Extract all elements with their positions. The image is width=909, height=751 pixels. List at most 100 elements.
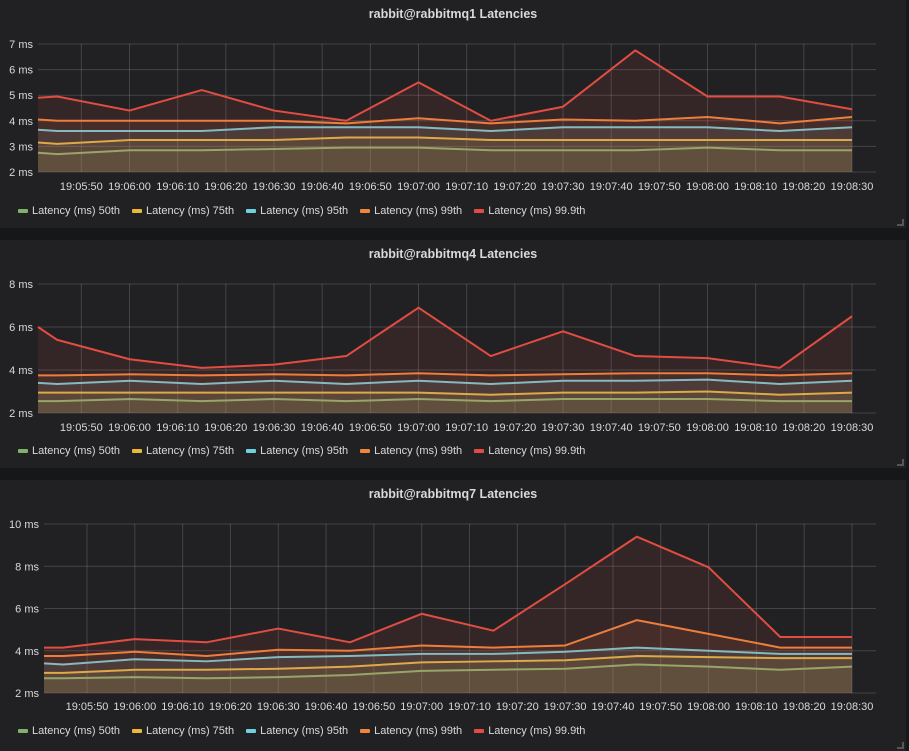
legend-label: Latency (ms) 99.9th bbox=[488, 725, 586, 737]
x-tick-label: 19:08:20 bbox=[782, 422, 825, 434]
series-area bbox=[44, 647, 852, 693]
legend-item[interactable]: Latency (ms) 50th bbox=[18, 445, 120, 457]
legend-item[interactable]: Latency (ms) 75th bbox=[132, 445, 234, 457]
legend-item[interactable]: Latency (ms) 99th bbox=[360, 445, 462, 457]
legend-item[interactable]: Latency (ms) 99.9th bbox=[474, 205, 585, 217]
legend-item[interactable]: Latency (ms) 99th bbox=[360, 205, 462, 217]
resize-handle-icon[interactable] bbox=[897, 459, 904, 466]
graph-panel[interactable]: rabbit@rabbitmq1 Latencies 2 ms 3 ms 4 ms 5 … bbox=[0, 0, 906, 228]
legend: Latency (ms) 50th Latency (ms) 75th Latenc… bbox=[18, 725, 585, 737]
legend-label: Latency (ms) 99.9th bbox=[488, 205, 586, 217]
legend-item[interactable]: Latency (ms) 99.9th bbox=[474, 725, 585, 737]
x-tick-label: 19:07:30 bbox=[544, 701, 587, 713]
series-area bbox=[38, 373, 852, 413]
resize-handle-icon[interactable] bbox=[897, 742, 904, 749]
x-tick-label: 19:06:00 bbox=[113, 701, 156, 713]
legend-item[interactable]: Latency (ms) 99th bbox=[360, 725, 462, 737]
y-tick-label: 6 ms bbox=[9, 322, 33, 334]
y-tick-label: 2 ms bbox=[9, 167, 33, 179]
x-tick-label: 19:06:40 bbox=[301, 422, 344, 434]
legend-item[interactable]: Latency (ms) 50th bbox=[18, 205, 120, 217]
legend-swatch-icon bbox=[360, 729, 371, 733]
legend-swatch-icon bbox=[132, 729, 143, 733]
legend-item[interactable]: Latency (ms) 50th bbox=[18, 725, 120, 737]
x-tick-label: 19:06:40 bbox=[301, 181, 344, 193]
panel-title[interactable]: rabbit@rabbitmq4 Latencies bbox=[368, 247, 538, 261]
y-tick-label: 8 ms bbox=[9, 279, 33, 291]
y-tick-label: 6 ms bbox=[9, 65, 33, 77]
x-tick-label: 19:07:00 bbox=[397, 422, 440, 434]
legend-label: Latency (ms) 95th bbox=[260, 725, 349, 737]
x-tick-label: 19:08:30 bbox=[831, 422, 874, 434]
legend-swatch-icon bbox=[132, 449, 143, 453]
x-tick-label: 19:07:00 bbox=[400, 701, 443, 713]
x-tick-label: 19:06:50 bbox=[352, 701, 395, 713]
x-tick-label: 19:06:10 bbox=[156, 422, 199, 434]
legend-label: Latency (ms) 75th bbox=[146, 445, 235, 457]
x-tick-label: 19:06:30 bbox=[253, 422, 296, 434]
x-tick-label: 19:05:50 bbox=[60, 422, 103, 434]
x-tick-label: 19:08:20 bbox=[782, 181, 825, 193]
x-tick-label: 19:06:00 bbox=[108, 422, 151, 434]
graph-panel[interactable]: rabbit@rabbitmq4 Latencies 2 ms 4 ms 6 ms 8 … bbox=[0, 240, 906, 468]
x-tick-label: 19:07:10 bbox=[445, 422, 488, 434]
y-tick-label: 7 ms bbox=[9, 39, 33, 51]
x-tick-label: 19:08:00 bbox=[687, 701, 730, 713]
series-area bbox=[38, 307, 852, 413]
y-tick-label: 4 ms bbox=[9, 365, 33, 377]
chart-svg: 2 ms 4 ms 6 ms 8 ms 19:05:50 19:06:00 19:06:10… bbox=[9, 279, 876, 434]
x-tick-label: 19:05:50 bbox=[66, 701, 109, 713]
series-area bbox=[38, 116, 852, 172]
legend-label: Latency (ms) 99.9th bbox=[488, 445, 586, 457]
legend-label: Latency (ms) 50th bbox=[32, 445, 121, 457]
legend-label: Latency (ms) 99th bbox=[374, 205, 463, 217]
legend-swatch-icon bbox=[474, 449, 485, 453]
x-tick-label: 19:05:50 bbox=[60, 181, 103, 193]
series-area bbox=[38, 391, 852, 413]
legend-item[interactable]: Latency (ms) 95th bbox=[246, 725, 348, 737]
series-area bbox=[44, 536, 852, 693]
legend-swatch-icon bbox=[246, 729, 257, 733]
x-tick-label: 19:06:50 bbox=[349, 181, 392, 193]
x-tick-label: 19:07:10 bbox=[445, 181, 488, 193]
x-tick-label: 19:08:30 bbox=[831, 701, 874, 713]
panel-title[interactable]: rabbit@rabbitmq1 Latencies bbox=[368, 7, 538, 21]
legend-item[interactable]: Latency (ms) 95th bbox=[246, 205, 348, 217]
x-tick-label: 19:08:00 bbox=[686, 422, 729, 434]
x-tick-label: 19:06:20 bbox=[209, 701, 252, 713]
x-tick-label: 19:07:10 bbox=[448, 701, 491, 713]
legend-item[interactable]: Latency (ms) 95th bbox=[246, 445, 348, 457]
y-tick-label: 4 ms bbox=[15, 646, 39, 658]
series-area bbox=[38, 399, 852, 413]
x-tick-label: 19:07:50 bbox=[639, 701, 682, 713]
series-area bbox=[38, 147, 852, 172]
y-tick-label: 4 ms bbox=[9, 116, 33, 128]
legend-item[interactable]: Latency (ms) 75th bbox=[132, 205, 234, 217]
legend-swatch-icon bbox=[246, 449, 257, 453]
legend-label: Latency (ms) 95th bbox=[260, 205, 349, 217]
legend: Latency (ms) 50th Latency (ms) 75th Latenc… bbox=[18, 445, 585, 457]
resize-handle-icon[interactable] bbox=[897, 219, 904, 226]
y-tick-label: 5 ms bbox=[9, 90, 33, 102]
x-tick-label: 19:06:30 bbox=[253, 181, 296, 193]
legend-label: Latency (ms) 95th bbox=[260, 445, 349, 457]
x-tick-label: 19:06:30 bbox=[257, 701, 300, 713]
chart-svg: 2 ms 3 ms 4 ms 5 ms 6 ms 7 ms 19:05:50 19:06:00… bbox=[9, 39, 876, 193]
x-tick-label: 19:07:20 bbox=[496, 701, 539, 713]
panel-title[interactable]: rabbit@rabbitmq7 Latencies bbox=[368, 487, 538, 501]
x-tick-label: 19:08:00 bbox=[686, 181, 729, 193]
series-area bbox=[44, 656, 852, 693]
x-tick-label: 19:08:30 bbox=[831, 181, 874, 193]
x-tick-label: 19:06:10 bbox=[156, 181, 199, 193]
chart-svg: 2 ms 4 ms 6 ms 8 ms 10 ms 19:05:50 19:06:00 19:… bbox=[9, 519, 876, 713]
legend-item[interactable]: Latency (ms) 99.9th bbox=[474, 445, 585, 457]
x-tick-label: 19:08:10 bbox=[734, 181, 777, 193]
y-tick-label: 2 ms bbox=[15, 688, 39, 700]
graph-panel[interactable]: rabbit@rabbitmq7 Latencies 2 ms 4 ms 6 ms 8 … bbox=[0, 480, 906, 751]
legend-label: Latency (ms) 75th bbox=[146, 205, 235, 217]
y-tick-label: 2 ms bbox=[9, 408, 33, 420]
x-tick-label: 19:06:00 bbox=[108, 181, 151, 193]
legend-item[interactable]: Latency (ms) 75th bbox=[132, 725, 234, 737]
x-tick-label: 19:07:00 bbox=[397, 181, 440, 193]
series-area bbox=[38, 137, 852, 172]
